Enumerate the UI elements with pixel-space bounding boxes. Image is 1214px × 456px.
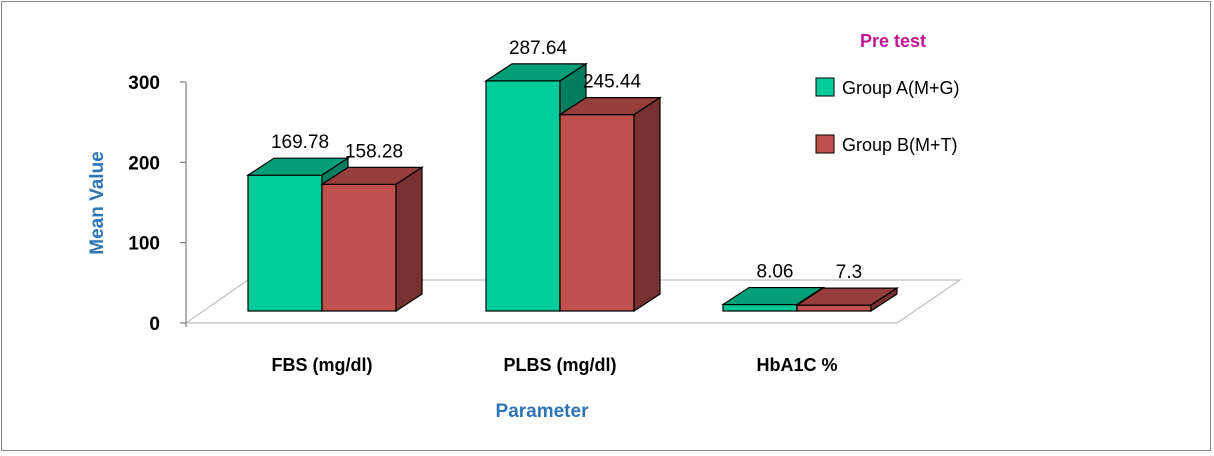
x-tick-label: HbA1C % — [756, 355, 837, 375]
bar-front — [247, 174, 323, 312]
y-tick-label: 0 — [149, 314, 160, 335]
y-tick-label: 100 — [128, 234, 160, 255]
legend-label: Group A(M+G) — [842, 78, 960, 98]
legend-swatch — [815, 77, 835, 97]
bar-front — [559, 114, 635, 312]
legend-title: Pre test — [860, 31, 926, 51]
x-axis-title: Parameter — [496, 401, 590, 422]
bar-front — [796, 304, 872, 312]
bar-front — [321, 183, 397, 312]
data-label: 287.64 — [509, 38, 568, 59]
y-tick-label: 200 — [128, 153, 160, 174]
data-label: 158.28 — [345, 141, 403, 162]
chart-floor — [184, 279, 962, 324]
bar-group-b — [557, 96, 663, 313]
legend-label: Group B(M+T) — [842, 135, 958, 155]
bar-side — [395, 166, 423, 313]
bar-front — [485, 80, 561, 312]
y-axis-title: Mean Value — [87, 151, 108, 255]
data-label: 245.44 — [583, 72, 642, 93]
legend-swatch — [815, 134, 835, 154]
data-label: 169.78 — [271, 132, 329, 153]
y-tick-label: 300 — [128, 73, 160, 94]
bar-side — [870, 287, 898, 313]
data-label: 7.3 — [836, 262, 862, 283]
x-tick-label: FBS (mg/dl) — [272, 355, 373, 375]
x-tick-label: PLBS (mg/dl) — [504, 355, 617, 375]
data-label: 8.06 — [757, 262, 794, 283]
bar-side — [633, 96, 661, 313]
bar-group-b — [794, 287, 900, 313]
bar-front — [722, 303, 798, 312]
legend: Group A(M+G) Group B(M+T) — [815, 77, 960, 155]
bar-group-b — [319, 166, 425, 313]
